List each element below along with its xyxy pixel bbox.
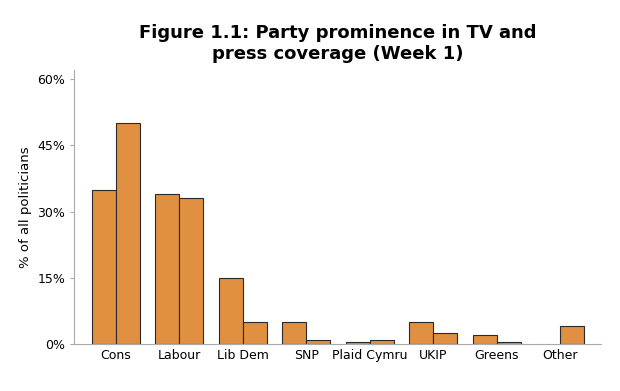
- Bar: [472, 335, 497, 344]
- Bar: [116, 123, 140, 344]
- Bar: [497, 342, 521, 344]
- Bar: [433, 333, 458, 344]
- Bar: [92, 190, 116, 344]
- Bar: [242, 322, 267, 344]
- Bar: [560, 326, 584, 344]
- Title: Figure 1.1: Party prominence in TV and
press coverage (Week 1): Figure 1.1: Party prominence in TV and p…: [139, 25, 537, 63]
- Bar: [370, 340, 394, 344]
- Bar: [155, 194, 179, 344]
- Bar: [409, 322, 433, 344]
- Bar: [218, 278, 242, 344]
- Y-axis label: % of all politicians: % of all politicians: [19, 146, 32, 268]
- Bar: [345, 342, 370, 344]
- Bar: [306, 340, 330, 344]
- Bar: [282, 322, 306, 344]
- Bar: [179, 198, 203, 344]
